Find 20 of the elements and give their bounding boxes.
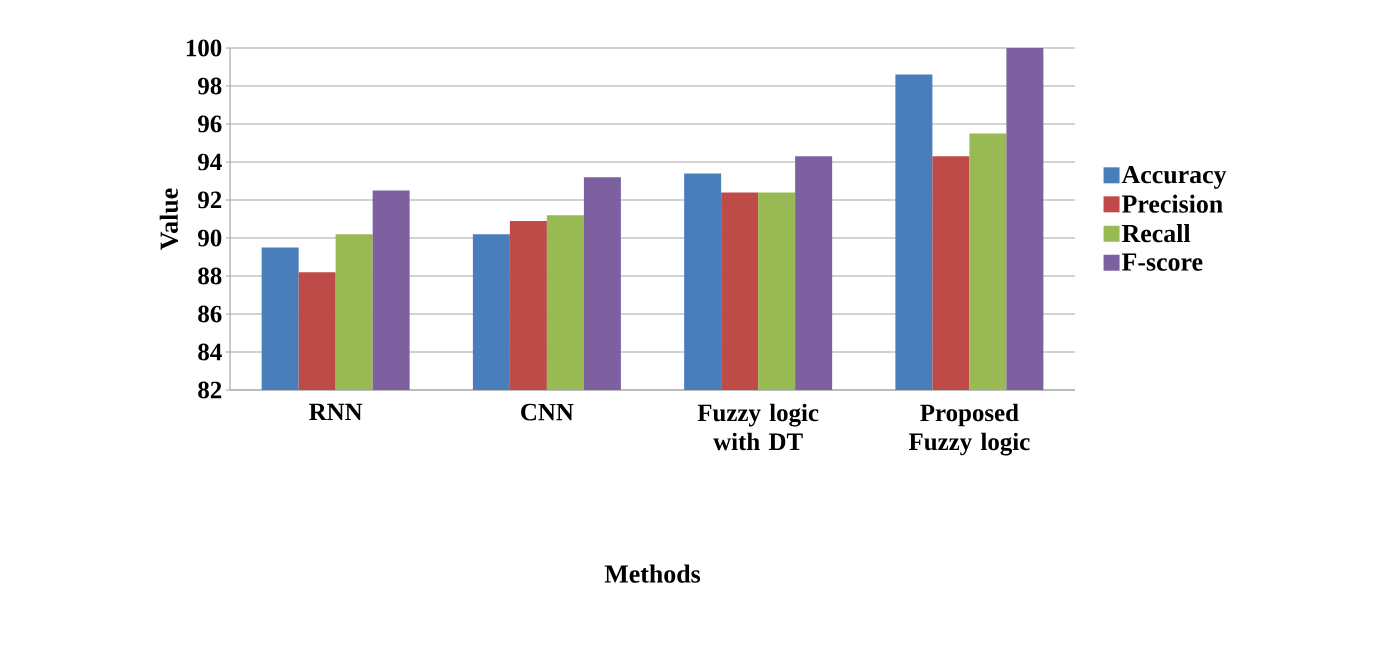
x-tick-label: Fuzzy logic with DT bbox=[697, 403, 819, 451]
y-tick-label: 90 bbox=[198, 229, 222, 247]
y-tick-label: 96 bbox=[198, 115, 222, 133]
y-tick-label: 82 bbox=[198, 381, 222, 399]
legend-label: Recall bbox=[1121, 224, 1191, 243]
y-tick-label: 84 bbox=[198, 343, 222, 361]
y-tick-label: 88 bbox=[198, 267, 222, 285]
y-tick-label: 100 bbox=[186, 39, 222, 57]
x-tick-label: CNN bbox=[521, 403, 574, 421]
y-tick-label: 92 bbox=[198, 191, 222, 209]
legend-label: Accuracy bbox=[1121, 166, 1227, 189]
x-axis-title: Methods bbox=[604, 564, 701, 583]
y-tick-label: 94 bbox=[198, 153, 222, 171]
x-tick-label: Proposed Fuzzy logic bbox=[908, 403, 1030, 456]
legend-label: Precision bbox=[1121, 194, 1223, 213]
x-tick-label: RNN bbox=[309, 403, 363, 421]
y-tick-label: 86 bbox=[198, 305, 222, 323]
legend-label: F-score bbox=[1121, 253, 1203, 271]
y-axis-title: Value bbox=[159, 188, 179, 250]
y-tick-label: 98 bbox=[198, 77, 222, 95]
